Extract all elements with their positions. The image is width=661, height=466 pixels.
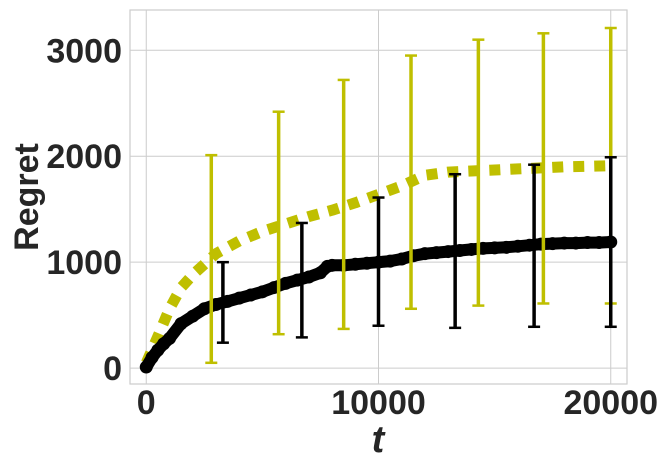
error-bar — [272, 110, 285, 336]
data-point — [418, 247, 432, 261]
data-point — [557, 236, 571, 250]
series-layer — [139, 26, 618, 374]
data-point — [255, 285, 269, 299]
data-point — [395, 252, 409, 266]
data-point — [511, 239, 525, 253]
data-point — [325, 258, 339, 272]
error-bar — [449, 172, 462, 330]
data-point — [430, 246, 444, 260]
data-point — [581, 236, 595, 250]
data-point — [348, 257, 362, 271]
error-bar — [295, 221, 308, 339]
errorbars-solid — [216, 156, 617, 344]
data-point — [174, 317, 188, 331]
data-point — [406, 249, 420, 263]
data-point — [534, 237, 548, 251]
data-point — [279, 276, 293, 290]
data-point — [546, 237, 560, 251]
error-bar — [372, 196, 385, 327]
data-point — [499, 240, 513, 254]
data-point — [139, 360, 153, 374]
series-solid — [139, 235, 618, 374]
error-bar — [472, 38, 485, 307]
data-point — [441, 245, 455, 259]
x-tick-label: 0 — [137, 384, 156, 422]
data-point — [592, 236, 606, 250]
y-axis-label: Regret — [8, 143, 46, 251]
data-point — [186, 309, 200, 323]
error-bar — [216, 260, 229, 344]
data-point — [162, 331, 176, 345]
error-bar — [528, 163, 541, 329]
data-point — [244, 288, 258, 302]
y-tick-label: 0 — [103, 350, 122, 388]
data-point — [569, 236, 583, 250]
error-bar — [337, 78, 350, 331]
y-tick-label: 1000 — [46, 244, 122, 282]
data-point — [464, 242, 478, 256]
y-tick-label: 2000 — [46, 138, 122, 176]
error-bar — [537, 32, 550, 305]
x-axis-label: t — [372, 419, 386, 461]
error-bar — [205, 153, 218, 365]
data-point — [360, 256, 374, 270]
tick-labels: 0 10000 20000 0 1000 2000 3000 — [46, 32, 658, 422]
error-bar — [405, 54, 418, 311]
data-point — [383, 254, 397, 268]
error-bar — [604, 156, 617, 329]
x-tick-label: 10000 — [331, 384, 426, 422]
data-point — [302, 270, 316, 284]
data-point — [232, 291, 246, 305]
x-tick-label: 20000 — [563, 384, 658, 422]
data-point — [197, 302, 211, 316]
data-point — [488, 241, 502, 255]
y-tick-label: 3000 — [46, 32, 122, 70]
plot-frame — [129, 9, 628, 385]
